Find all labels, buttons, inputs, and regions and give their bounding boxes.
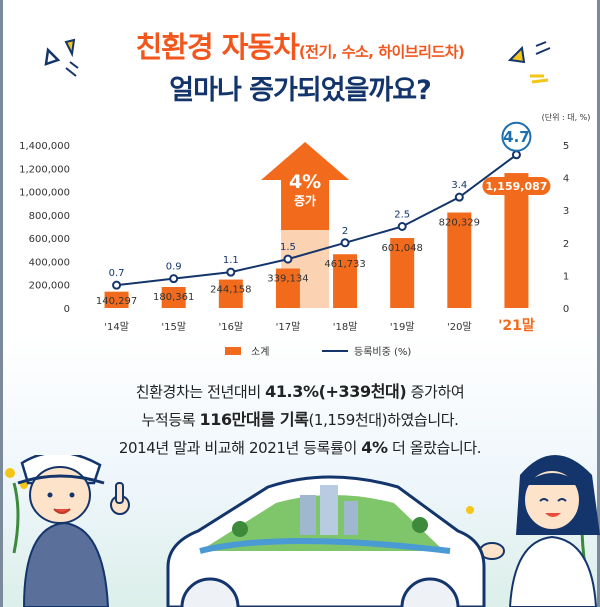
line-value-label: 0.7 xyxy=(109,268,125,279)
chart-subtitle: 얼마나 증가되었을까요? xyxy=(169,75,431,106)
bar-value-label: 820,329 xyxy=(439,217,480,228)
car-icon xyxy=(166,475,486,607)
line-point xyxy=(454,192,464,202)
line-point xyxy=(226,267,236,277)
bar xyxy=(161,287,186,308)
bar xyxy=(218,279,243,308)
line-point xyxy=(283,254,293,264)
y-left-tick-label: 1,200,000 xyxy=(19,164,70,175)
y-left-tick-label: 200,000 xyxy=(29,281,70,292)
summary-line-1: 친환경차는 전년대비 41.3%(+339천대) 증가하여 xyxy=(135,382,465,401)
x-tick-label: '17말 xyxy=(276,321,301,333)
bar xyxy=(504,173,529,308)
bar-value-label: 339,134 xyxy=(267,274,308,285)
summary-text: 친환경차는 전년대비 41.3%(+339천대) 증가하여 누적등록 116만대… xyxy=(0,378,600,462)
x-tick-label: '18말 xyxy=(333,321,358,333)
line-value-label: 2.5 xyxy=(394,210,410,221)
bar xyxy=(104,291,129,308)
person-left-icon xyxy=(17,455,130,607)
illustration xyxy=(5,455,600,607)
bar-value-label: 244,158 xyxy=(210,285,251,296)
x-tick-label: '19말 xyxy=(390,321,415,333)
chart: 4%증가 0 200,000 400,000 600,000 800,000 1,000,0… xyxy=(19,112,591,358)
line-value-label: 0.9 xyxy=(166,262,182,273)
line-point xyxy=(340,238,350,248)
line-value-label: 4.7 xyxy=(503,128,530,146)
left-border xyxy=(0,0,3,607)
person-right-icon xyxy=(479,455,600,607)
legend-line-label: 등록비중 (%) xyxy=(354,346,411,358)
unit-note: (단위 : 대, %) xyxy=(542,112,591,122)
line-value-label: 1.1 xyxy=(223,255,239,266)
line-point xyxy=(112,280,122,290)
right-border xyxy=(597,0,600,607)
bar xyxy=(447,212,472,308)
x-tick-label: '20말 xyxy=(447,321,472,333)
y-right-tick-label: 0 xyxy=(563,304,569,315)
badge-label: 증가 xyxy=(294,193,316,208)
line-value-label: 3.4 xyxy=(451,180,467,191)
x-tick-label: '16말 xyxy=(218,321,243,333)
y-right-tick-label: 1 xyxy=(563,271,569,282)
x-tick-label: '15말 xyxy=(161,321,186,333)
x-tick-label: '21말 xyxy=(498,318,535,334)
x-tick-label: '14말 xyxy=(104,321,129,333)
y-left-tick-label: 1,000,000 xyxy=(19,188,70,199)
legend-bar-swatch xyxy=(225,347,241,355)
line-point xyxy=(511,150,521,160)
line-value-label: 2 xyxy=(342,226,348,237)
legend-bar-label: 소계 xyxy=(251,346,269,358)
sparkle-right-icon xyxy=(507,41,551,84)
increase-arrow-head xyxy=(261,142,350,230)
summary-line-3: 2014년 말과 비교해 2021년 등록률이 4% 더 올랐습니다. xyxy=(118,438,482,457)
bar-label-highlight xyxy=(482,177,551,196)
summary-line-2: 누적등록 116만대를 기록(1,159천대)하였습니다. xyxy=(141,410,459,429)
bar-value-label: 180,361 xyxy=(153,292,194,303)
bar-value-label: 1,159,087 xyxy=(485,180,547,193)
y-left-tick-label: 400,000 xyxy=(29,257,70,268)
series-line xyxy=(116,153,518,287)
y-left-tick-label: 1,400,000 xyxy=(19,141,70,152)
y-left-tick-label: 0 xyxy=(64,304,70,315)
bar-value-label: 601,048 xyxy=(382,243,423,254)
y-left-tick-label: 800,000 xyxy=(29,211,70,222)
y-left-tick-label: 600,000 xyxy=(29,234,70,245)
y-right-tick-label: 5 xyxy=(563,141,569,152)
y-right-tick-label: 3 xyxy=(563,206,569,217)
y-right-tick-label: 2 xyxy=(563,239,569,250)
line-label-highlight xyxy=(501,121,532,152)
y-right-tick-label: 4 xyxy=(563,174,569,185)
badge-value: 4% xyxy=(289,171,321,193)
sparkle-left-icon xyxy=(44,38,79,77)
line-point xyxy=(169,274,179,284)
title-sub: (전기, 수소, 하이브리드차) xyxy=(298,43,465,61)
bar xyxy=(275,268,300,308)
title-main: 친환경 자동차 xyxy=(135,30,300,64)
bar-value-label: 140,297 xyxy=(96,296,137,307)
line-point xyxy=(397,222,407,231)
line-value-label: 1.5 xyxy=(280,242,296,253)
bar xyxy=(333,254,358,308)
chart-title: 친환경 자동차(전기, 수소, 하이브리드차) xyxy=(0,24,600,66)
bar xyxy=(390,238,415,308)
bar-value-label: 461,733 xyxy=(324,259,365,270)
